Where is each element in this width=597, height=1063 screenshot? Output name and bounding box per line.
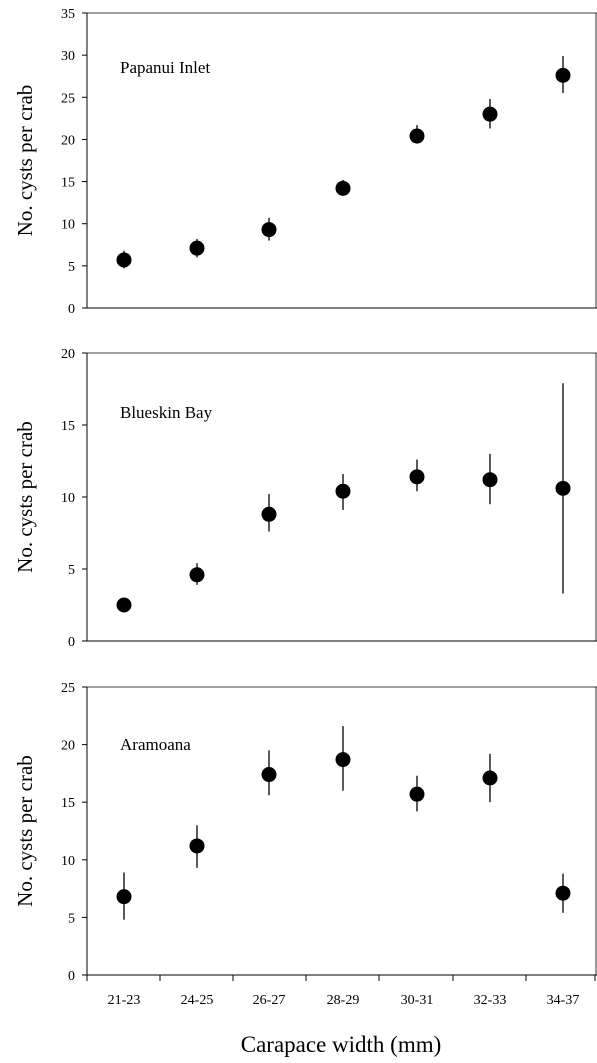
- data-point: [261, 222, 277, 238]
- panel-title: Blueskin Bay: [120, 403, 213, 422]
- y-tick-label: 25: [61, 681, 75, 696]
- y-axis-label: No. cysts per crab: [13, 421, 37, 573]
- data-point: [116, 252, 132, 268]
- x-tick-label: 32-33: [474, 993, 507, 1008]
- y-tick-label: 0: [68, 302, 75, 317]
- data-point: [409, 786, 425, 802]
- data-point: [261, 767, 277, 783]
- x-tick-label: 21-23: [108, 993, 141, 1008]
- x-tick-label: 34-37: [547, 993, 580, 1008]
- y-tick-label: 10: [61, 491, 75, 506]
- y-tick-label: 20: [61, 739, 75, 754]
- x-tick-label: 28-29: [327, 993, 360, 1008]
- y-tick-label: 20: [61, 133, 75, 148]
- x-tick-label: 26-27: [253, 993, 286, 1008]
- data-point: [482, 472, 498, 488]
- data-point: [482, 770, 498, 786]
- x-tick-label: 30-31: [401, 993, 434, 1008]
- y-axis-label: No. cysts per crab: [13, 755, 37, 907]
- data-point: [261, 506, 277, 522]
- y-tick-label: 0: [68, 635, 75, 650]
- y-axis-label: No. cysts per crab: [13, 85, 37, 237]
- data-point: [335, 752, 351, 768]
- x-tick-label: 24-25: [181, 993, 214, 1008]
- data-point: [409, 128, 425, 144]
- y-tick-label: 5: [68, 260, 75, 275]
- y-tick-label: 25: [61, 91, 75, 106]
- data-point: [555, 67, 571, 83]
- data-point: [335, 180, 351, 196]
- y-tick-label: 10: [61, 854, 75, 869]
- y-tick-label: 15: [61, 796, 75, 811]
- chart-panel-2: 0 5 10 15 20 No. cysts per crab Blueskin Bay: [13, 347, 597, 650]
- data-point: [555, 885, 571, 901]
- y-tick-label: 10: [61, 218, 75, 233]
- y-tick-label: 0: [68, 969, 75, 984]
- y-tick-label: 20: [61, 347, 75, 362]
- data-point: [116, 597, 132, 613]
- data-point: [482, 106, 498, 122]
- data-point: [189, 567, 205, 583]
- panel-title: Aramoana: [120, 735, 191, 754]
- chart-panel-3: 0 5 10 15 20 25 No. cysts per crab Aramoana 21-2…: [13, 681, 597, 1008]
- y-tick-label: 5: [68, 563, 75, 578]
- y-tick-label: 5: [68, 911, 75, 926]
- data-point: [409, 469, 425, 485]
- y-tick-label: 15: [61, 176, 75, 191]
- chart-panel-1: 0 5 10 15 20 25 30 35 No. cysts per crab Papanui …: [13, 7, 597, 317]
- data-point: [555, 480, 571, 496]
- data-point: [116, 889, 132, 905]
- chart-panels: 0 5 10 15 20 25 30 35 No. cysts per crab Papanui …: [13, 7, 597, 1008]
- panel-title: Papanui Inlet: [120, 58, 210, 77]
- x-axis-label: Carapace width (mm): [241, 1032, 442, 1057]
- data-point: [189, 240, 205, 256]
- y-tick-label: 15: [61, 419, 75, 434]
- data-point: [189, 838, 205, 854]
- y-tick-label: 30: [61, 49, 75, 64]
- data-point: [335, 483, 351, 499]
- y-tick-label: 35: [61, 7, 75, 22]
